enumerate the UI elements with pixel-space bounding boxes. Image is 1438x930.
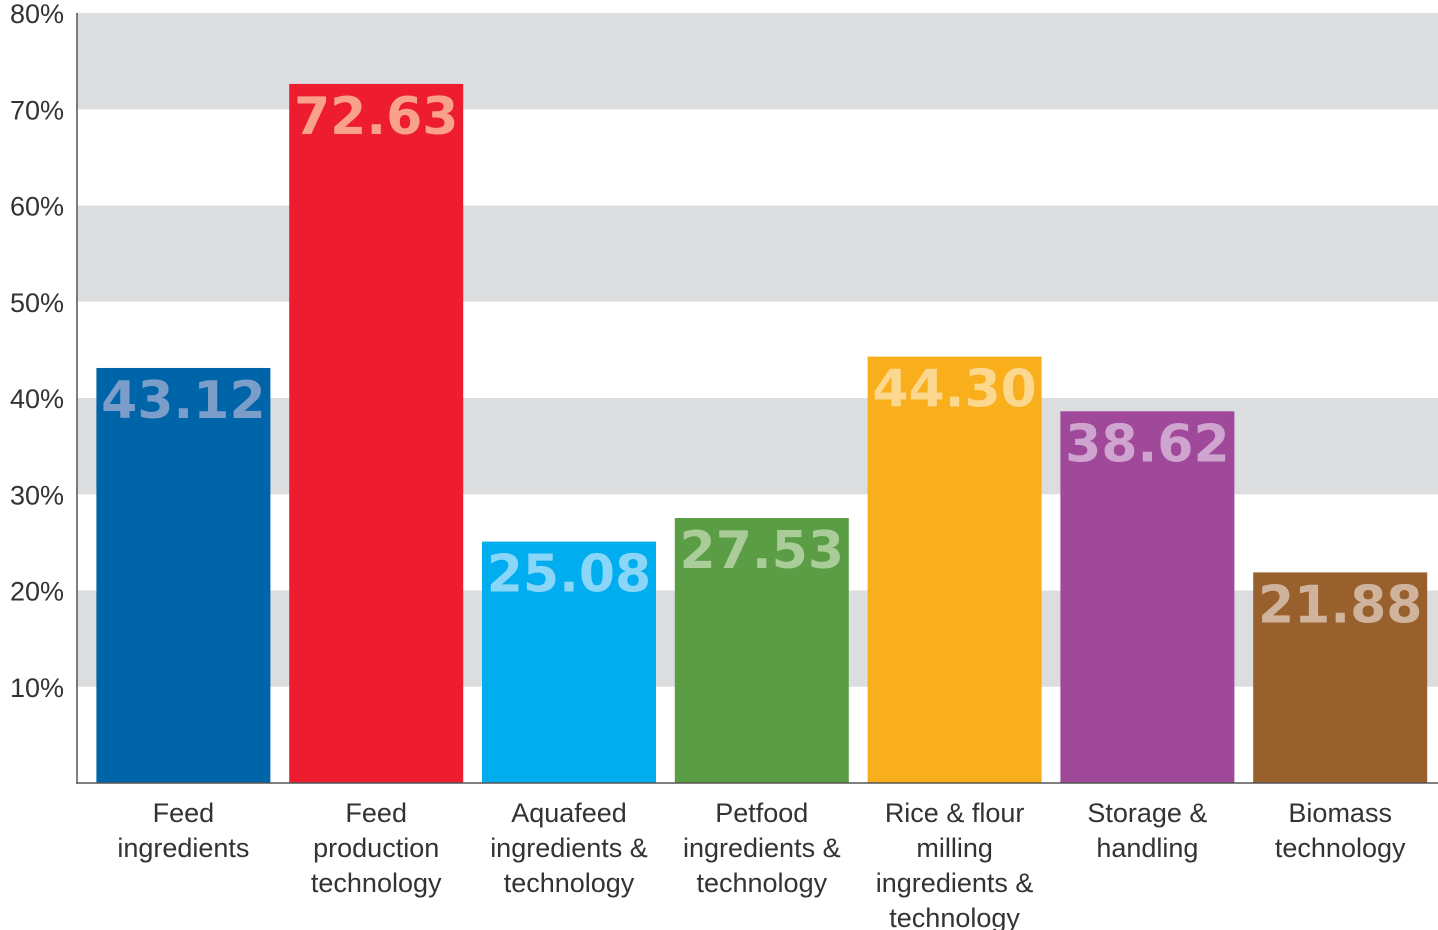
category-label: Biomass technology — [1275, 798, 1406, 863]
category-label: Aquafeed ingredients & technology — [490, 798, 648, 898]
y-tick-label: 60% — [10, 192, 64, 222]
data-label: 25.08 — [487, 545, 651, 605]
category-label: Storage & handling — [1087, 798, 1207, 863]
bar — [96, 367, 271, 783]
bar — [1060, 411, 1235, 783]
data-labels: 43.12 72.63 25.08 27.53 44.30 38.62 21.88 — [101, 87, 1422, 635]
data-label: 27.53 — [680, 521, 844, 581]
y-tick-label: 80% — [10, 0, 64, 29]
bar — [867, 356, 1042, 783]
category-label: Rice & flour milling ingredients & technolo… — [876, 798, 1034, 930]
bar — [674, 518, 849, 783]
y-tick-label: 70% — [10, 95, 64, 125]
y-tick-label: 50% — [10, 288, 64, 318]
category-label: Feed production technology — [311, 798, 442, 898]
background-band — [77, 205, 1438, 302]
data-label: 43.12 — [101, 371, 265, 431]
y-tick-labels: 10% 20% 30% 40% 50% 60% 70% 80% — [10, 0, 64, 703]
category-labels: Feed ingredients Feed production technology A… — [117, 798, 1406, 930]
bar — [1253, 572, 1428, 783]
category-label: Petfood ingredients & technology — [683, 798, 841, 898]
bar — [482, 541, 656, 783]
y-tick-label: 40% — [10, 384, 64, 414]
y-tick-label: 20% — [10, 577, 64, 607]
data-label: 72.63 — [294, 87, 458, 147]
bars — [96, 83, 1428, 783]
category-label: Feed ingredients — [117, 798, 249, 863]
data-label: 21.88 — [1258, 575, 1422, 635]
axes — [76, 13, 1438, 784]
data-label: 44.30 — [872, 360, 1036, 420]
background-band — [77, 13, 1438, 110]
data-label: 38.62 — [1065, 414, 1229, 474]
bar — [289, 83, 464, 783]
y-tick-label: 10% — [10, 673, 64, 703]
y-tick-label: 30% — [10, 480, 64, 510]
